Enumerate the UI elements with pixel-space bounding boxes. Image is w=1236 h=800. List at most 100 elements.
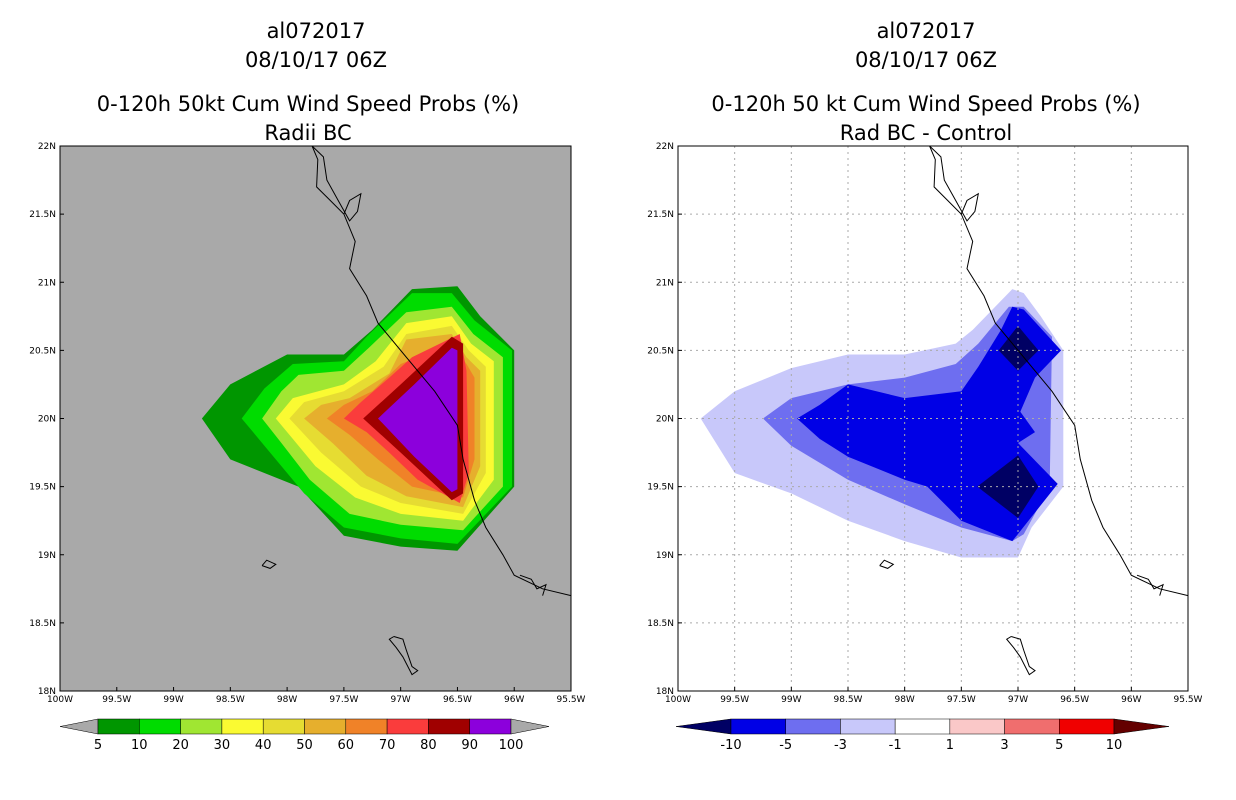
colorbar-label: 20 (172, 738, 189, 753)
x-tick-label: 96W (504, 695, 524, 705)
colorbar-label: 3 (1000, 738, 1008, 753)
left-title: 0-120h 50kt Cum Wind Speed Probs (%) (97, 92, 519, 116)
coastline-segment (929, 145, 1189, 597)
x-tick-label: 99.5W (720, 695, 749, 705)
x-tick-label: 96.5W (1060, 695, 1089, 705)
right-contour-bands (700, 289, 1064, 558)
right-coastline (879, 145, 1189, 676)
colorbar-swatch (180, 718, 223, 735)
colorbar-swatch (386, 718, 429, 735)
left-coastline (261, 145, 572, 676)
colorbar-swatch (785, 718, 841, 735)
y-tick-label: 19N (38, 551, 56, 561)
y-tick-label: 22N (656, 142, 674, 152)
coastline-segment (879, 559, 895, 569)
right-axis-ticks: 100W 99.5W 99W 98.5W 98W 97.5W 97W 96.5W 96W 95.5… (647, 142, 1202, 705)
colorbar-swatch (97, 718, 140, 735)
x-tick-label: 95.5W (557, 695, 586, 705)
left-axis-ticks: 100W 99.5W 99W 98.5W 98W 97.5W 97W 96.5W 96W 95.5… (29, 142, 585, 705)
colorbar-swatch (1004, 718, 1060, 735)
colorbar-label: 70 (379, 738, 396, 753)
colorbar-swatch (894, 718, 951, 735)
colorbar-label: 80 (420, 738, 437, 753)
y-tick-label: 21.5N (29, 210, 56, 220)
x-tick-label: 100W (47, 695, 73, 705)
colorbar-swatch (469, 718, 512, 735)
y-tick-label: 22N (38, 142, 56, 152)
colorbar-swatch (262, 718, 305, 735)
x-tick-label: 97.5W (329, 695, 358, 705)
x-tick-label: 100W (665, 695, 691, 705)
x-tick-label: 96W (1121, 695, 1141, 705)
coastline-segment (311, 145, 362, 222)
left-date: 08/10/17 06Z (245, 48, 387, 72)
y-tick-label: 19N (656, 551, 674, 561)
y-tick-label: 19.5N (29, 483, 56, 493)
colorbar-label: 40 (255, 738, 272, 753)
x-tick-label: 99W (781, 695, 801, 705)
coastline-segment (388, 636, 419, 676)
y-tick-label: 20N (656, 415, 674, 425)
x-tick-label: 98.5W (834, 695, 863, 705)
x-tick-label: 95.5W (1174, 695, 1203, 705)
colorbar-label: 10 (131, 738, 148, 753)
contour-band-3 (998, 325, 1039, 371)
colorbar-high-arrow (510, 718, 550, 735)
left-subtitle: Radii BC (264, 121, 351, 145)
y-tick-label: 21.5N (647, 210, 674, 220)
colorbar-label: -5 (779, 738, 792, 753)
colorbar-label: -10 (720, 738, 741, 753)
y-tick-label: 18N (38, 687, 56, 697)
right-storm-id: al072017 (877, 19, 976, 43)
coastline-segment (519, 574, 547, 596)
colorbar-swatch (345, 718, 388, 735)
coastline-segment (261, 559, 277, 569)
colorbar-label: 5 (1055, 738, 1063, 753)
x-tick-label: 98W (894, 695, 914, 705)
x-tick-label: 99.5W (102, 695, 131, 705)
colorbar-swatch (949, 718, 1005, 735)
contour-band-9 (378, 347, 458, 493)
y-tick-label: 18.5N (29, 619, 56, 629)
x-tick-label: 97W (390, 695, 410, 705)
y-tick-label: 20.5N (647, 346, 674, 356)
x-tick-label: 97.5W (947, 695, 976, 705)
colorbar-label: -3 (834, 738, 847, 753)
colorbar-low-arrow (59, 718, 99, 735)
colorbar-label: 30 (214, 738, 231, 753)
left-colorbar: 5 10 20 30 40 50 60 70 80 90 100 (59, 718, 550, 753)
colorbar-high-arrow (1113, 718, 1170, 735)
colorbar-label: 50 (296, 738, 313, 753)
colorbar-label: 5 (94, 738, 102, 753)
x-tick-label: 99W (163, 695, 183, 705)
x-tick-label: 97W (1008, 695, 1028, 705)
colorbar-label: 1 (946, 738, 954, 753)
left-panel: al072017 08/10/17 06Z 0-120h 50kt Cum Wi… (29, 19, 585, 753)
right-colorbar: -10 -5 -3 -1 1 3 5 10 (675, 718, 1170, 753)
right-title: 0-120h 50 kt Cum Wind Speed Probs (%) (711, 92, 1140, 116)
x-tick-label: 98.5W (216, 695, 245, 705)
coastline-segment (1136, 574, 1164, 596)
right-date: 08/10/17 06Z (855, 48, 997, 72)
y-tick-label: 19.5N (647, 483, 674, 493)
coastline-segment (929, 145, 980, 222)
y-tick-label: 18N (656, 687, 674, 697)
colorbar-swatch (1059, 718, 1115, 735)
colorbar-label: 100 (499, 738, 524, 753)
colorbar-label: 90 (461, 738, 478, 753)
right-panel: al072017 08/10/17 06Z 0-120h 50 kt Cum W… (647, 19, 1202, 753)
y-tick-label: 20N (38, 415, 56, 425)
x-tick-label: 98W (277, 695, 297, 705)
left-storm-id: al072017 (267, 19, 366, 43)
colorbar-swatch (730, 718, 786, 735)
contour-band-4 (977, 455, 1039, 518)
y-tick-label: 21N (38, 278, 56, 288)
coastline-segment (1005, 636, 1036, 676)
colorbar-label: 60 (338, 738, 355, 753)
left-contour-bands (201, 286, 515, 551)
colorbar-swatch (221, 718, 264, 735)
x-tick-label: 96.5W (443, 695, 472, 705)
right-gridlines (678, 146, 1188, 691)
colorbar-label: -1 (889, 738, 902, 753)
